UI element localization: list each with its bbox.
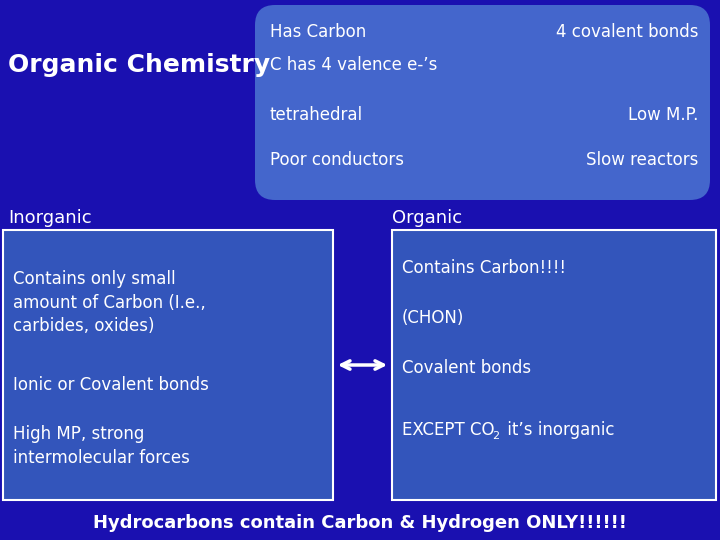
FancyBboxPatch shape xyxy=(3,230,333,500)
Text: Low M.P.: Low M.P. xyxy=(628,106,698,124)
Text: C has 4 valence e-’s: C has 4 valence e-’s xyxy=(270,56,437,74)
FancyBboxPatch shape xyxy=(255,5,710,200)
Text: Inorganic: Inorganic xyxy=(8,209,91,227)
Text: Contains only small
amount of Carbon (I.e.,
carbides, oxides): Contains only small amount of Carbon (I.… xyxy=(13,270,206,335)
Text: Organic Chemistry: Organic Chemistry xyxy=(8,53,270,77)
FancyBboxPatch shape xyxy=(392,230,716,500)
Text: (CHON): (CHON) xyxy=(402,309,464,327)
Text: tetrahedral: tetrahedral xyxy=(270,106,363,124)
Text: 4 covalent bonds: 4 covalent bonds xyxy=(556,23,698,41)
Text: Organic: Organic xyxy=(392,209,462,227)
Text: High MP, strong
intermolecular forces: High MP, strong intermolecular forces xyxy=(13,425,190,467)
Text: Hydrocarbons contain Carbon & Hydrogen ONLY!!!!!!: Hydrocarbons contain Carbon & Hydrogen O… xyxy=(93,514,627,532)
Text: Covalent bonds: Covalent bonds xyxy=(402,359,531,377)
Text: EXCEPT CO: EXCEPT CO xyxy=(402,421,495,439)
Text: Contains Carbon!!!!: Contains Carbon!!!! xyxy=(402,259,566,277)
Text: it’s inorganic: it’s inorganic xyxy=(502,421,614,439)
Text: Ionic or Covalent bonds: Ionic or Covalent bonds xyxy=(13,376,209,394)
Text: Poor conductors: Poor conductors xyxy=(270,151,404,169)
Text: 2: 2 xyxy=(492,431,499,441)
Text: Slow reactors: Slow reactors xyxy=(585,151,698,169)
Text: Has Carbon: Has Carbon xyxy=(270,23,366,41)
